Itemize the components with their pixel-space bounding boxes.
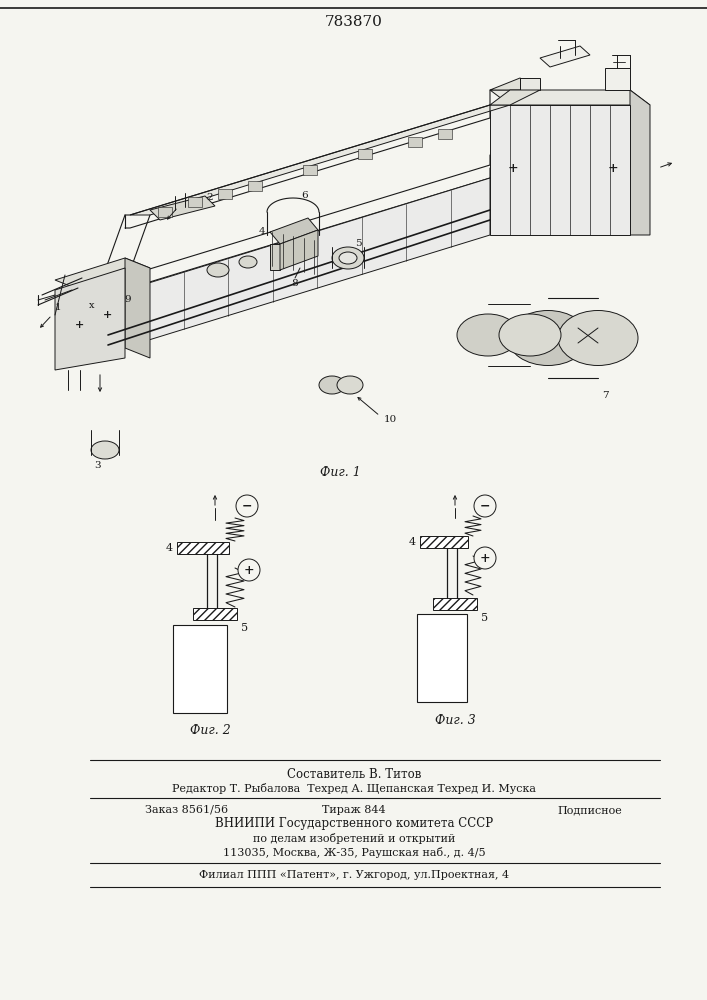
Text: +: +: [103, 310, 112, 320]
Text: 783870: 783870: [325, 15, 383, 29]
Text: 6: 6: [302, 190, 308, 200]
Ellipse shape: [508, 310, 588, 365]
Ellipse shape: [457, 314, 519, 356]
Text: 113035, Москва, Ж-35, Раушская наб., д. 4/5: 113035, Москва, Ж-35, Раушская наб., д. …: [223, 846, 485, 857]
Polygon shape: [520, 78, 540, 90]
Text: 5: 5: [481, 613, 489, 623]
Text: Филиал ППП «Патент», г. Ужгород, ул.Проектная, 4: Филиал ППП «Патент», г. Ужгород, ул.Прое…: [199, 870, 509, 880]
Polygon shape: [490, 90, 540, 105]
Polygon shape: [55, 268, 125, 370]
Ellipse shape: [319, 376, 345, 394]
Text: 5: 5: [241, 623, 249, 633]
Bar: [433, 598, 477, 610]
Bar: [420, 536, 468, 548]
Ellipse shape: [337, 376, 363, 394]
Polygon shape: [630, 90, 650, 235]
Text: Фиг. 2: Фиг. 2: [189, 724, 230, 736]
Text: по делам изобретений и открытий: по делам изобретений и открытий: [253, 832, 455, 844]
Polygon shape: [540, 46, 590, 67]
Polygon shape: [280, 230, 318, 270]
Text: Составитель В. Титов: Составитель В. Титов: [287, 768, 421, 780]
Text: 4: 4: [165, 543, 173, 553]
Polygon shape: [270, 244, 280, 270]
Text: 2: 2: [206, 194, 214, 202]
Text: +: +: [76, 320, 85, 330]
Text: −: −: [242, 499, 252, 512]
Text: 10: 10: [383, 416, 397, 424]
Bar: [177, 542, 229, 554]
Text: 5: 5: [355, 238, 361, 247]
Text: 8: 8: [292, 278, 298, 288]
Polygon shape: [130, 105, 510, 215]
Ellipse shape: [339, 252, 357, 264]
Bar: [303, 165, 317, 175]
Ellipse shape: [239, 256, 257, 268]
Polygon shape: [490, 90, 650, 105]
Text: x: x: [89, 300, 95, 310]
Bar: [248, 181, 262, 191]
Bar: [417, 614, 467, 702]
Bar: [218, 189, 232, 199]
Text: +: +: [508, 161, 518, 174]
Polygon shape: [55, 258, 150, 290]
Text: Фиг. 3: Фиг. 3: [435, 714, 475, 726]
Text: Редактор Т. Рыбалова  Техред А. Щепанская Техред И. Муска: Редактор Т. Рыбалова Техред А. Щепанская…: [172, 782, 536, 794]
Bar: [358, 149, 372, 159]
Polygon shape: [100, 178, 490, 355]
Polygon shape: [490, 105, 630, 235]
Text: +: +: [608, 161, 619, 174]
Ellipse shape: [558, 310, 638, 365]
Bar: [188, 197, 202, 207]
Ellipse shape: [499, 314, 561, 356]
Polygon shape: [270, 218, 318, 244]
Text: ВНИИПИ Государственного комитета СССР: ВНИИПИ Государственного комитета СССР: [215, 818, 493, 830]
Text: 7: 7: [602, 390, 608, 399]
Polygon shape: [490, 78, 540, 90]
Polygon shape: [125, 258, 150, 358]
Ellipse shape: [91, 441, 119, 459]
Text: Подписное: Подписное: [558, 805, 622, 815]
Ellipse shape: [207, 263, 229, 277]
Circle shape: [238, 559, 260, 581]
Bar: [173, 625, 227, 713]
Bar: [408, 137, 422, 147]
Text: Фиг. 1: Фиг. 1: [320, 466, 361, 479]
Bar: [158, 207, 172, 217]
Circle shape: [236, 495, 258, 517]
Bar: [438, 129, 452, 139]
Bar: [193, 608, 237, 620]
Polygon shape: [605, 68, 630, 90]
Text: Заказ 8561/56: Заказ 8561/56: [145, 805, 228, 815]
Text: 3: 3: [95, 460, 101, 470]
Text: −: −: [480, 499, 490, 512]
Text: 4: 4: [259, 228, 265, 236]
Text: +: +: [479, 552, 491, 564]
Circle shape: [474, 547, 496, 569]
Text: 1: 1: [54, 304, 62, 312]
Text: +: +: [244, 564, 255, 576]
Circle shape: [474, 495, 496, 517]
Text: 4: 4: [409, 537, 416, 547]
Text: 9: 9: [124, 296, 132, 304]
Text: Тираж 844: Тираж 844: [322, 805, 386, 815]
Polygon shape: [150, 196, 215, 220]
Ellipse shape: [332, 247, 364, 269]
